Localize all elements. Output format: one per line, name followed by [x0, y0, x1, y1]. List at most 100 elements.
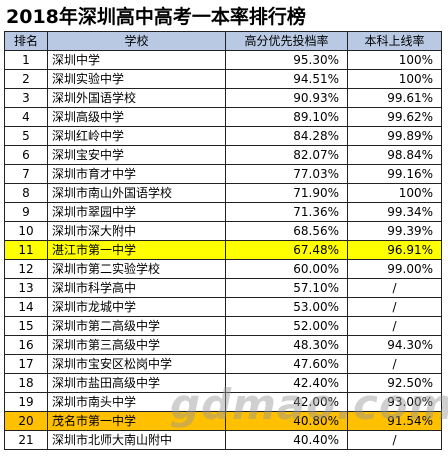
- table-row: 16 深圳市第三高级中学 48.30% 94.30%: [4, 335, 442, 355]
- undergrad-cell: /: [347, 430, 442, 450]
- table-row: 10 深圳市深大附中 68.56% 99.39%: [4, 221, 442, 241]
- rank-cell: 15: [4, 316, 48, 336]
- school-cell: 深圳市育才中学: [47, 164, 226, 184]
- ratio-cell: 77.03%: [225, 164, 348, 184]
- rank-cell: 3: [4, 88, 48, 108]
- undergrad-cell: 98.84%: [347, 145, 442, 165]
- rank-cell: 17: [4, 354, 48, 374]
- school-cell: 茂名市第一中学: [47, 411, 226, 431]
- ratio-cell: 67.48%: [225, 240, 348, 260]
- undergrad-cell: 100%: [347, 183, 442, 203]
- table-row: 6 深圳宝安中学 82.07% 98.84%: [4, 145, 442, 165]
- table-row: 8 深圳市南山外国语学校 71.90% 100%: [4, 183, 442, 203]
- table-row: 7 深圳市育才中学 77.03% 99.16%: [4, 164, 442, 184]
- header-school: 学校: [47, 31, 226, 51]
- school-cell: 深圳市南山外国语学校: [47, 183, 226, 203]
- ranking-table: 排名 学校 高分优先投档率 本科上线率 1 深圳中学 95.30% 100% 2 深圳实验…: [4, 31, 442, 450]
- school-cell: 深圳市龙城中学: [47, 297, 226, 317]
- table-row: 4 深圳高级中学 89.10% 99.62%: [4, 107, 442, 127]
- undergrad-cell: 99.34%: [347, 202, 442, 222]
- school-cell: 深圳实验中学: [47, 69, 226, 89]
- school-cell: 深圳外国语学校: [47, 88, 226, 108]
- undergrad-cell: /: [347, 316, 442, 336]
- table-row: 17 深圳市宝安区松岗中学 47.60% /: [4, 354, 442, 374]
- undergrad-cell: /: [347, 354, 442, 374]
- school-cell: 湛江市第一中学: [47, 240, 226, 260]
- table-row: 13 深圳市科学高中 57.10% /: [4, 278, 442, 298]
- rank-cell: 21: [4, 430, 48, 450]
- table-row: 14 深圳市龙城中学 53.00% /: [4, 297, 442, 317]
- table-row: 21 深圳市北师大南山附中 40.40% /: [4, 430, 442, 450]
- ratio-cell: 89.10%: [225, 107, 348, 127]
- header-undergrad: 本科上线率: [347, 31, 442, 51]
- table-row: 3 深圳外国语学校 90.93% 99.61%: [4, 88, 442, 108]
- ratio-cell: 95.30%: [225, 50, 348, 70]
- rank-cell: 13: [4, 278, 48, 298]
- school-cell: 深圳市第三高级中学: [47, 335, 226, 355]
- undergrad-cell: 94.30%: [347, 335, 442, 355]
- rank-cell: 16: [4, 335, 48, 355]
- rank-cell: 6: [4, 145, 48, 165]
- undergrad-cell: /: [347, 278, 442, 298]
- undergrad-cell: 100%: [347, 50, 442, 70]
- school-cell: 深圳市宝安区松岗中学: [47, 354, 226, 374]
- undergrad-cell: 91.54%: [347, 411, 442, 431]
- ratio-cell: 53.00%: [225, 297, 348, 317]
- ratio-cell: 94.51%: [225, 69, 348, 89]
- rank-cell: 9: [4, 202, 48, 222]
- ratio-cell: 48.30%: [225, 335, 348, 355]
- rank-cell: 12: [4, 259, 48, 279]
- rank-cell: 18: [4, 373, 48, 393]
- rank-cell: 7: [4, 164, 48, 184]
- school-cell: 深圳红岭中学: [47, 126, 226, 146]
- ratio-cell: 71.90%: [225, 183, 348, 203]
- table-row: 1 深圳中学 95.30% 100%: [4, 50, 442, 70]
- ratio-cell: 42.00%: [225, 392, 348, 412]
- rank-cell: 1: [4, 50, 48, 70]
- undergrad-cell: 99.16%: [347, 164, 442, 184]
- undergrad-cell: 92.50%: [347, 373, 442, 393]
- page-title: 2018年深圳高中高考一本率排行榜: [6, 6, 306, 28]
- undergrad-cell: 99.00%: [347, 259, 442, 279]
- table-row: 11 湛江市第一中学 67.48% 96.91%: [4, 240, 442, 260]
- table-row: 2 深圳实验中学 94.51% 100%: [4, 69, 442, 89]
- undergrad-cell: 93.00%: [347, 392, 442, 412]
- school-cell: 深圳市南头中学: [47, 392, 226, 412]
- rank-cell: 11: [4, 240, 48, 260]
- ratio-cell: 71.36%: [225, 202, 348, 222]
- rank-cell: 5: [4, 126, 48, 146]
- school-cell: 深圳市盐田高级中学: [47, 373, 226, 393]
- header-rank: 排名: [4, 31, 48, 51]
- undergrad-cell: 99.89%: [347, 126, 442, 146]
- table-row: 19 深圳市南头中学 42.00% 93.00%: [4, 392, 442, 412]
- table-row: 15 深圳市第二高级中学 52.00% /: [4, 316, 442, 336]
- undergrad-cell: 99.61%: [347, 88, 442, 108]
- ratio-cell: 82.07%: [225, 145, 348, 165]
- school-cell: 深圳市深大附中: [47, 221, 226, 241]
- undergrad-cell: 99.62%: [347, 107, 442, 127]
- table-row: 18 深圳市盐田高级中学 42.40% 92.50%: [4, 373, 442, 393]
- school-cell: 深圳市第二实验学校: [47, 259, 226, 279]
- school-cell: 深圳市科学高中: [47, 278, 226, 298]
- ratio-cell: 84.28%: [225, 126, 348, 146]
- undergrad-cell: 100%: [347, 69, 442, 89]
- table-row: 12 深圳市第二实验学校 60.00% 99.00%: [4, 259, 442, 279]
- rank-cell: 10: [4, 221, 48, 241]
- table-row: 5 深圳红岭中学 84.28% 99.89%: [4, 126, 442, 146]
- rank-cell: 2: [4, 69, 48, 89]
- ratio-cell: 40.80%: [225, 411, 348, 431]
- undergrad-cell: 96.91%: [347, 240, 442, 260]
- table-row: 20 茂名市第一中学 40.80% 91.54%: [4, 411, 442, 431]
- table-row: 9 深圳市翠园中学 71.36% 99.34%: [4, 202, 442, 222]
- rank-cell: 20: [4, 411, 48, 431]
- rank-cell: 4: [4, 107, 48, 127]
- ratio-cell: 68.56%: [225, 221, 348, 241]
- rank-cell: 14: [4, 297, 48, 317]
- rank-cell: 19: [4, 392, 48, 412]
- school-cell: 深圳市第二高级中学: [47, 316, 226, 336]
- ratio-cell: 57.10%: [225, 278, 348, 298]
- ratio-cell: 90.93%: [225, 88, 348, 108]
- school-cell: 深圳市翠园中学: [47, 202, 226, 222]
- rank-cell: 8: [4, 183, 48, 203]
- school-cell: 深圳中学: [47, 50, 226, 70]
